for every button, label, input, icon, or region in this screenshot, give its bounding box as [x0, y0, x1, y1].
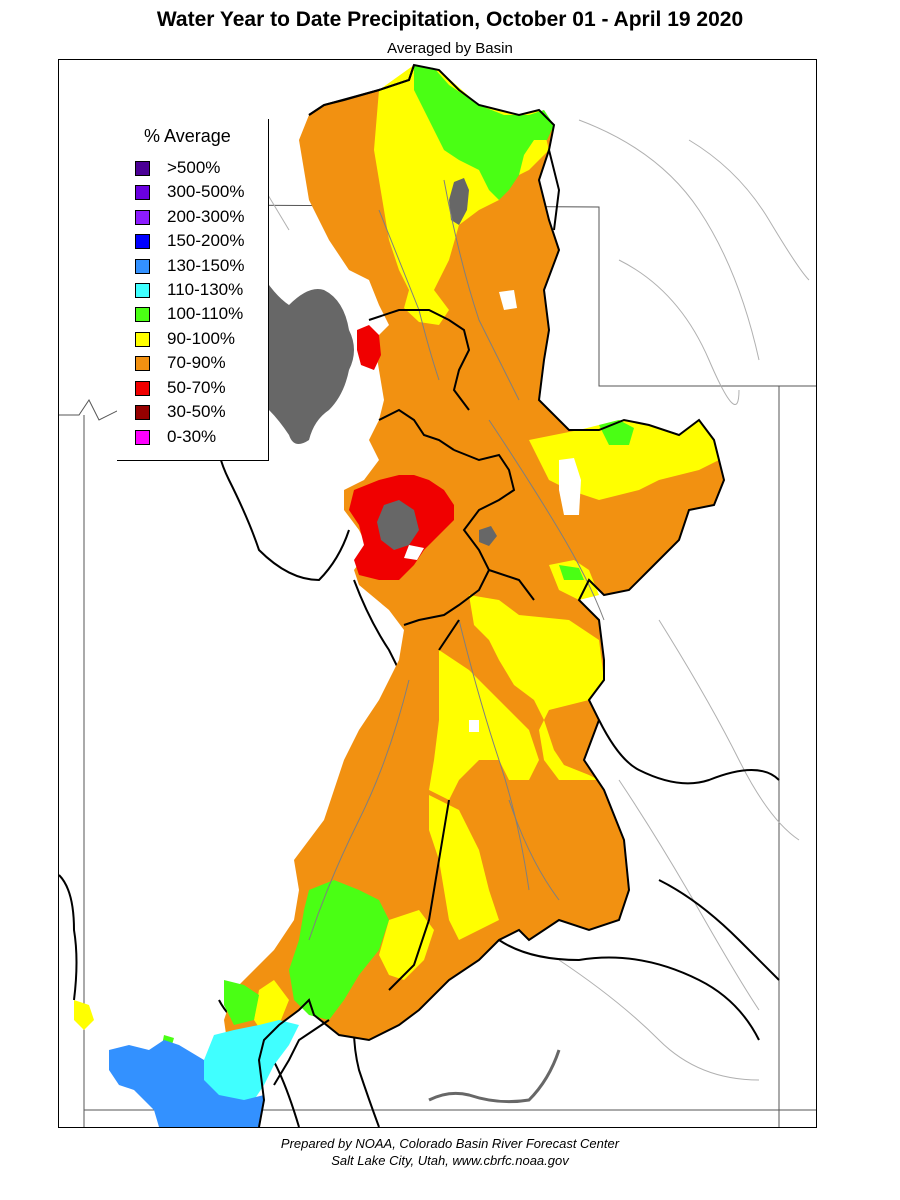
no-data-area [404, 545, 424, 560]
legend-item: 110-130% [135, 280, 243, 300]
basin-area [404, 290, 449, 325]
reservoir [479, 526, 497, 546]
basin-area [469, 595, 604, 780]
basin-area [379, 910, 434, 980]
basin-boundary [488, 569, 535, 601]
legend-label: >500% [167, 158, 221, 177]
river [308, 679, 410, 941]
legend-label: 130-150% [167, 256, 245, 275]
utah-lake [377, 500, 419, 550]
no-data-areas [404, 290, 581, 732]
legend-swatch [135, 160, 150, 176]
legend-item: 30-50% [135, 402, 226, 422]
river [618, 779, 760, 1011]
legend-label: 90-100% [167, 329, 236, 348]
river [508, 799, 560, 901]
legend-label: 150-200% [167, 231, 245, 250]
basin-110-130 [199, 1020, 299, 1100]
basin-boundary [368, 309, 471, 411]
bear-lake [449, 178, 469, 225]
basin-area [429, 650, 539, 800]
basin-90-100 [74, 65, 719, 1035]
basin-130-150 [109, 1040, 264, 1127]
basin-boundary [548, 149, 561, 231]
legend-swatch [135, 282, 150, 298]
legend-label: 200-300% [167, 207, 245, 226]
basin-boundary [498, 939, 760, 1041]
legend-swatch [135, 184, 150, 200]
legend-item: 130-150% [135, 256, 245, 276]
river [443, 179, 520, 401]
legend-label: 300-500% [167, 182, 245, 201]
basin-area [357, 325, 381, 370]
no-data-area [559, 458, 581, 515]
basin-boundary [59, 874, 78, 1001]
legend-item: 0-30% [135, 427, 216, 447]
basin-area [224, 980, 259, 1025]
legend-label: 0-30% [167, 427, 217, 446]
legend-swatch [135, 355, 150, 371]
legend-item: 70-90% [135, 353, 226, 373]
precipitation-map: % Average >500% 300-500% 200-300% 150-20… [58, 59, 817, 1128]
legend-item: 300-500% [135, 182, 245, 202]
no-data-area [499, 290, 517, 310]
river [488, 419, 605, 621]
river [578, 119, 760, 361]
river [458, 619, 530, 891]
basin-area [559, 565, 584, 580]
colored-region-outline [257, 63, 726, 1127]
legend-swatch [135, 331, 150, 347]
basin-boundary [403, 449, 516, 626]
legend-swatch [135, 306, 150, 322]
legend-swatch [135, 258, 150, 274]
basin-area [414, 65, 554, 200]
legend-label: 100-110% [167, 304, 244, 323]
legend-title: % Average [144, 126, 231, 146]
legend-swatch [135, 209, 150, 225]
lake-powell [428, 1049, 561, 1104]
legend-label: 70-90% [167, 353, 226, 372]
legend-item: 200-300% [135, 207, 245, 227]
legend-swatch [135, 404, 150, 420]
basin-boundary [658, 879, 780, 981]
river [618, 259, 740, 405]
river [558, 959, 760, 1081]
footer-credit: Prepared by NOAA, Colorado Basin River F… [280, 1136, 620, 1151]
basin-boundary [388, 799, 450, 991]
legend-swatch [135, 380, 150, 396]
legend-item: 100-110% [135, 304, 243, 324]
basin-boundary [273, 1019, 330, 1086]
inner-rivers [308, 179, 605, 941]
map-title: Water Year to Date Precipitation, Octobe… [156, 8, 744, 31]
legend-label: 50-70% [167, 378, 226, 397]
legend: % Average >500% 300-500% 200-300% 150-20… [117, 119, 269, 461]
legend-item: 150-200% [135, 231, 245, 251]
basin-area [289, 880, 389, 1020]
river [688, 139, 810, 281]
legend-item: 50-70% [135, 378, 226, 398]
map-canvas [59, 63, 816, 1127]
legend-swatch [135, 233, 150, 249]
basin-boundary [438, 619, 460, 651]
map-subtitle: Averaged by Basin [387, 40, 513, 57]
legend-swatch [135, 429, 150, 445]
basin-boundary [378, 408, 455, 451]
basin-boundary [598, 719, 780, 785]
legend-item: 90-100% [135, 329, 235, 349]
footer-location: Salt Lake City, Utah, www.cbrfc.noaa.gov [331, 1153, 569, 1168]
legend-label: 30-50% [167, 402, 226, 421]
basin-70-90 [224, 65, 724, 1055]
basin-area [74, 1000, 94, 1030]
basin-area [429, 795, 499, 940]
river [658, 619, 800, 841]
legend-item: >500% [135, 158, 220, 178]
no-data-area [469, 720, 479, 732]
legend-label: 110-130% [167, 280, 244, 299]
